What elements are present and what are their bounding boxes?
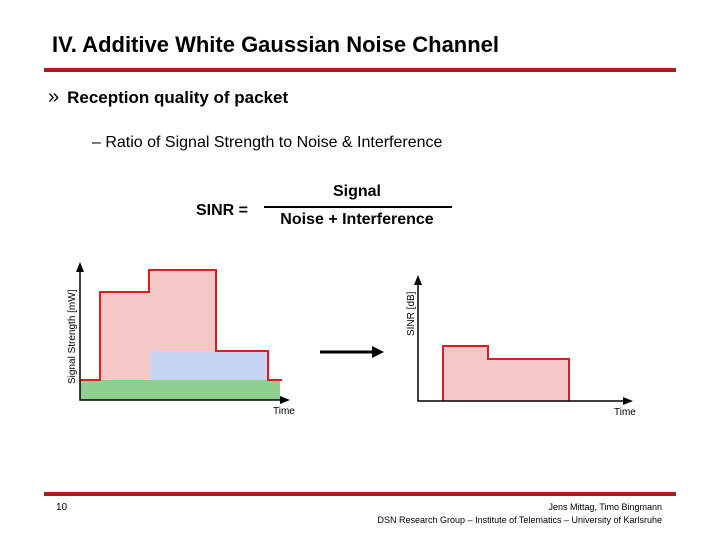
left-xlabel: Time	[273, 406, 295, 417]
signal-strength-chart: Signal Strength [mW] Time	[67, 262, 295, 417]
page-number: 10	[56, 502, 68, 513]
title-divider	[44, 68, 676, 72]
y-arrow-head	[414, 275, 422, 285]
left-ylabel: Signal Strength [mW]	[67, 289, 78, 384]
sinr-outline	[442, 345, 570, 401]
sinr-area	[443, 346, 569, 401]
sinr-chart: SINR [dB] Time	[406, 275, 636, 418]
bullet-marker: »	[48, 86, 60, 108]
formula-lhs: SINR =	[196, 202, 249, 219]
right-ylabel: SINR [dB]	[406, 291, 417, 336]
interference-area	[150, 351, 270, 380]
signal-outline	[80, 269, 282, 381]
footer-affiliation: DSN Research Group – Institute of Telema…	[377, 515, 662, 525]
right-axes	[417, 283, 625, 402]
footer-authors: Jens Mittag, Timo Bingmann	[548, 502, 662, 512]
bullet-level2: – Ratio of Signal Strength to Noise & In…	[92, 134, 443, 151]
x-arrow-head	[623, 397, 633, 405]
left-axes	[79, 270, 282, 401]
y-arrow-head	[76, 262, 84, 272]
noise-area	[80, 380, 280, 400]
bullet-level1-text: Reception quality of packet	[67, 88, 289, 107]
footer-credits: Jens Mittag, Timo Bingmann DSN Research …	[378, 501, 662, 527]
slide-title: IV. Additive White Gaussian Noise Channe…	[52, 32, 500, 57]
formula-denominator: Noise + Interference	[280, 211, 434, 228]
signal-area	[80, 270, 216, 380]
footer-divider	[44, 492, 676, 496]
transform-arrow	[320, 346, 384, 358]
x-arrow-head	[280, 396, 290, 404]
bullet-level1: » Reception quality of packet	[48, 86, 288, 109]
right-xlabel: Time	[614, 407, 636, 418]
formula-numerator: Signal	[332, 183, 381, 200]
fraction-bar	[264, 206, 452, 208]
